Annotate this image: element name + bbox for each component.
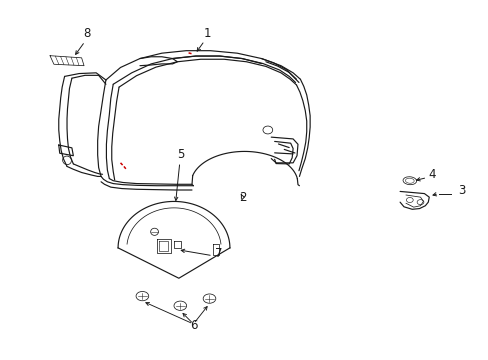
- Text: 3: 3: [458, 184, 465, 197]
- Text: 4: 4: [427, 168, 434, 181]
- Text: 2: 2: [239, 191, 246, 204]
- Text: 6: 6: [189, 319, 197, 332]
- Text: 8: 8: [82, 27, 90, 40]
- Text: 5: 5: [176, 148, 183, 161]
- Text: 1: 1: [203, 27, 210, 40]
- Text: 7: 7: [215, 247, 222, 260]
